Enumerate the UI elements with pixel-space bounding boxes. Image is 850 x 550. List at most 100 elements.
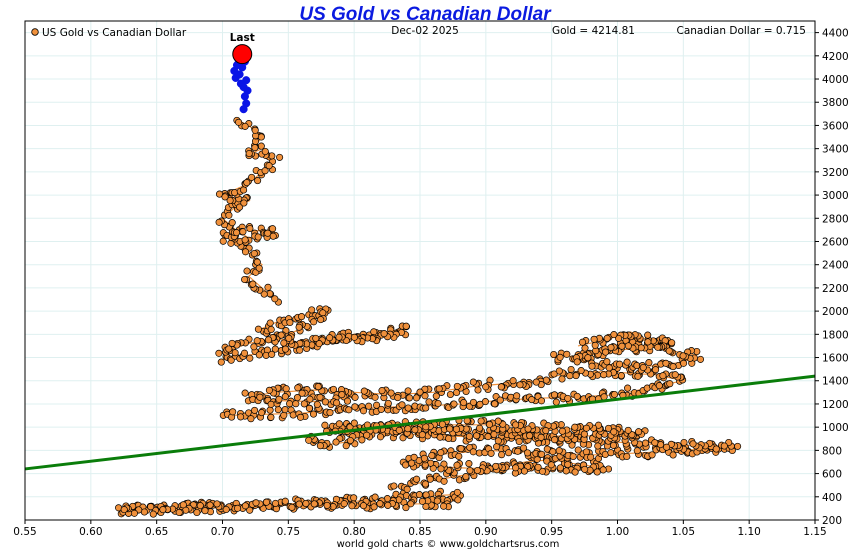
history-point [562,467,570,475]
history-point [446,390,454,399]
history-point [257,133,265,141]
history-point [342,442,350,450]
history-point [446,425,454,433]
history-point [537,433,545,441]
history-point [359,502,368,510]
history-point [267,413,275,421]
history-point [469,398,477,406]
history-point [469,448,477,456]
history-point [407,500,415,508]
history-point [641,439,650,447]
history-point [547,461,555,469]
history-point [607,449,615,457]
history-point [258,409,266,417]
history-point [281,497,289,505]
history-point [286,318,294,327]
history-point [603,334,611,342]
history-point [607,343,615,352]
history-point [335,333,343,341]
x-tick-label: 0.70 [211,526,234,538]
history-point [422,404,430,412]
history-point [556,353,564,361]
history-point [659,372,667,380]
history-point [310,500,318,508]
history-point [248,173,256,181]
history-point [498,451,506,459]
history-point [149,510,157,518]
history-point [421,392,429,400]
history-point [587,453,595,461]
history-point [720,442,728,450]
history-point [384,501,392,509]
history-point [246,506,254,514]
history-point [266,406,274,414]
history-point [335,420,343,428]
history-point [420,454,428,462]
history-point [577,367,585,375]
y-tick-label: 400 [822,492,842,504]
history-point [298,389,306,397]
history-point [206,501,214,509]
history-point [425,398,433,406]
history-point [266,319,274,327]
history-point [300,400,308,408]
history-point [348,502,356,510]
history-point [305,436,313,444]
history-point [280,339,288,347]
history-point [384,399,392,407]
history-point [453,488,461,496]
history-point [453,461,461,469]
history-point [558,375,566,383]
history-point [537,397,546,405]
history-point [292,400,300,408]
history-point [457,445,465,453]
history-point [333,399,341,407]
y-tick-label: 3600 [822,120,849,132]
history-point [516,381,524,389]
history-point [542,376,550,384]
history-point [571,423,579,431]
history-point [603,358,611,366]
history-point [428,451,436,460]
history-point [665,347,673,355]
history-point [370,328,378,336]
history-point [251,126,259,134]
history-point [538,467,546,475]
history-point [434,399,442,408]
x-tick-label: 0.55 [13,526,36,538]
history-point [237,413,245,421]
history-point [523,449,532,457]
history-point [402,461,410,469]
history-point [462,473,470,481]
history-point [231,189,239,197]
history-point [542,427,550,435]
history-point [350,419,358,427]
history-point [256,393,264,401]
history-point [481,398,489,406]
history-point [418,431,426,439]
history-point [408,459,416,467]
y-tick-label: 1200 [822,399,849,411]
history-point [555,447,563,455]
history-point [257,142,265,150]
history-point [295,500,303,508]
history-point [346,436,354,445]
history-point [215,349,223,357]
history-point [655,382,663,390]
history-point [550,370,558,378]
history-point [618,342,626,350]
history-point [295,323,303,331]
history-point [253,258,261,266]
history-point [221,193,229,201]
history-point [363,431,371,439]
y-tick-label: 2400 [822,260,849,272]
history-point [235,118,243,126]
history-point [255,264,263,272]
history-point [402,322,410,330]
history-point [454,496,462,504]
history-point [281,406,289,414]
legend-marker [31,28,39,36]
history-point [484,433,492,441]
history-point [473,466,482,475]
history-point [282,385,290,393]
